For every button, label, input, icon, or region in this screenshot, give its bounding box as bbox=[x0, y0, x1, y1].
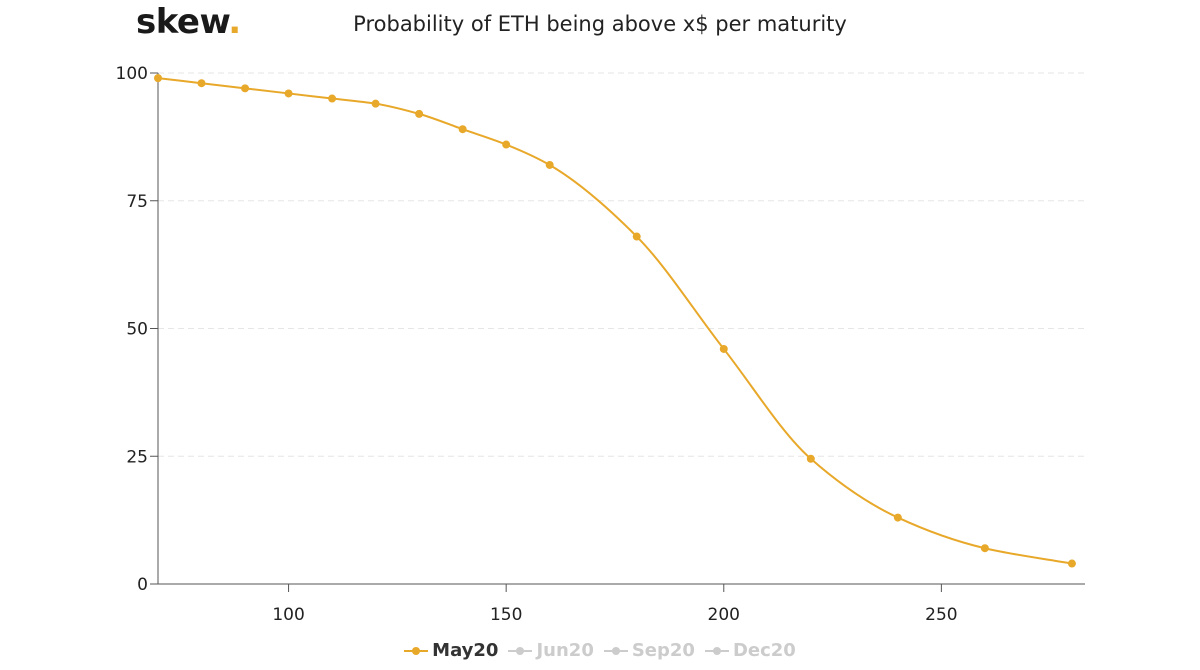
x-tick-label: 150 bbox=[490, 605, 522, 625]
data-point[interactable] bbox=[328, 94, 337, 103]
data-point[interactable] bbox=[415, 109, 424, 118]
data-point[interactable] bbox=[632, 232, 641, 241]
data-point[interactable] bbox=[241, 84, 250, 93]
logo-text: skew bbox=[136, 2, 229, 42]
axes bbox=[150, 72, 1085, 592]
chart-title-text: Probability of ETH being above x$ per ma… bbox=[353, 12, 847, 36]
series-line-may20 bbox=[157, 77, 1073, 565]
chart-title: Probability of ETH being above x$ per ma… bbox=[0, 12, 1200, 36]
y-tick-labels: 0 25 50 75 100 bbox=[116, 64, 148, 595]
legend-item-dec20[interactable]: Dec20 bbox=[704, 640, 796, 661]
legend-label: Jun20 bbox=[536, 640, 594, 661]
data-point[interactable] bbox=[980, 544, 989, 553]
data-point[interactable] bbox=[284, 89, 293, 98]
data-point[interactable] bbox=[371, 99, 380, 108]
legend-label: Sep20 bbox=[631, 640, 695, 661]
legend-item-may20[interactable]: May20 bbox=[404, 640, 498, 661]
legend-label: Dec20 bbox=[732, 640, 796, 661]
data-point[interactable] bbox=[1067, 559, 1076, 568]
y-tick-label: 50 bbox=[126, 320, 148, 340]
grid-lines bbox=[158, 72, 1085, 457]
skew-logo: skew. bbox=[136, 2, 241, 42]
logo-dot: . bbox=[228, 2, 241, 42]
data-point[interactable] bbox=[458, 125, 467, 134]
legend-item-jun20[interactable]: Jun20 bbox=[508, 640, 594, 661]
x-tick-label: 100 bbox=[272, 605, 304, 625]
x-tick-labels: 100 150 200 250 bbox=[272, 605, 957, 625]
chart-plot: 0 25 50 75 100 100 150 200 250 bbox=[116, 64, 1085, 625]
data-point[interactable] bbox=[154, 74, 162, 83]
data-point[interactable] bbox=[197, 79, 206, 88]
legend-item-sep20[interactable]: Sep20 bbox=[603, 640, 695, 661]
x-tick-label: 250 bbox=[925, 605, 957, 625]
data-point[interactable] bbox=[719, 344, 728, 353]
y-tick-label: 0 bbox=[137, 575, 148, 595]
legend-marker-icon bbox=[508, 645, 533, 657]
x-tick-label: 200 bbox=[708, 605, 740, 625]
chart-legend: May20 Jun20 Sep20 Dec20 bbox=[0, 640, 1200, 661]
y-tick-label: 25 bbox=[126, 447, 148, 467]
legend-marker-icon bbox=[603, 645, 628, 657]
legend-label: May20 bbox=[432, 640, 499, 661]
data-point[interactable] bbox=[502, 140, 511, 149]
data-point[interactable] bbox=[545, 160, 554, 169]
data-point[interactable] bbox=[893, 513, 902, 522]
series-layer bbox=[154, 74, 1076, 568]
legend-marker-icon bbox=[704, 645, 729, 657]
y-tick-label: 75 bbox=[126, 192, 148, 212]
data-point[interactable] bbox=[806, 454, 815, 463]
y-tick-label: 100 bbox=[116, 64, 148, 84]
legend-marker-icon bbox=[404, 645, 429, 657]
